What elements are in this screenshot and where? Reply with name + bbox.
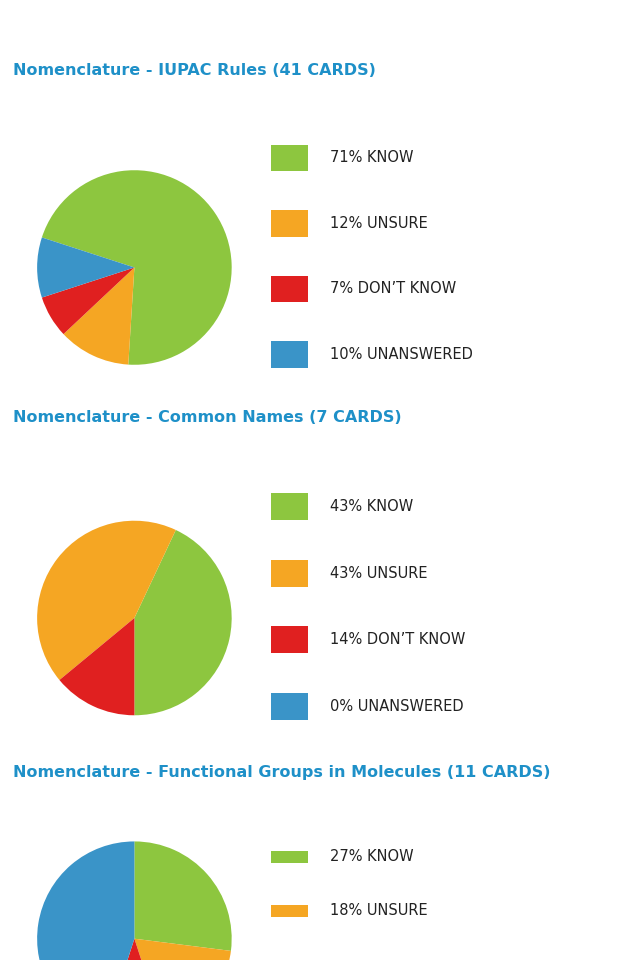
Wedge shape — [104, 939, 164, 960]
Wedge shape — [134, 530, 232, 715]
Bar — [29, 46, 75, 56]
Text: Statistics: Statistics — [246, 23, 394, 52]
Bar — [271, 493, 308, 520]
Bar — [271, 560, 308, 587]
Bar — [271, 341, 308, 368]
Text: 0% UNANSWERED: 0% UNANSWERED — [330, 699, 464, 714]
Wedge shape — [63, 268, 134, 365]
Text: 43% KNOW: 43% KNOW — [330, 499, 413, 514]
Bar — [271, 904, 308, 917]
Bar — [271, 276, 308, 302]
Bar — [29, 19, 75, 29]
Text: 18% UNSURE: 18% UNSURE — [330, 903, 428, 918]
Text: 14% DON’T KNOW: 14% DON’T KNOW — [330, 633, 466, 647]
Text: 71% KNOW: 71% KNOW — [330, 151, 413, 165]
Bar — [271, 626, 308, 654]
Bar — [271, 145, 308, 171]
Wedge shape — [37, 520, 176, 680]
Wedge shape — [42, 268, 134, 334]
Bar — [271, 210, 308, 237]
Text: 12% UNSURE: 12% UNSURE — [330, 216, 428, 231]
Bar — [29, 33, 75, 42]
Text: 43% UNSURE: 43% UNSURE — [330, 565, 428, 581]
Wedge shape — [42, 170, 232, 365]
Wedge shape — [134, 841, 232, 951]
Bar — [271, 851, 308, 863]
Text: Nomenclature - IUPAC Rules (41 CARDS): Nomenclature - IUPAC Rules (41 CARDS) — [13, 63, 376, 78]
Text: 7% DON’T KNOW: 7% DON’T KNOW — [330, 281, 456, 297]
Wedge shape — [37, 841, 134, 960]
Text: 10% UNANSWERED: 10% UNANSWERED — [330, 347, 473, 362]
Wedge shape — [60, 618, 134, 715]
Text: Nomenclature - Functional Groups in Molecules (11 CARDS): Nomenclature - Functional Groups in Mole… — [13, 765, 550, 780]
Text: 27% KNOW: 27% KNOW — [330, 850, 414, 864]
Wedge shape — [134, 939, 231, 960]
Text: Nomenclature - Common Names (7 CARDS): Nomenclature - Common Names (7 CARDS) — [13, 410, 401, 425]
Bar — [271, 693, 308, 720]
Wedge shape — [37, 237, 134, 298]
